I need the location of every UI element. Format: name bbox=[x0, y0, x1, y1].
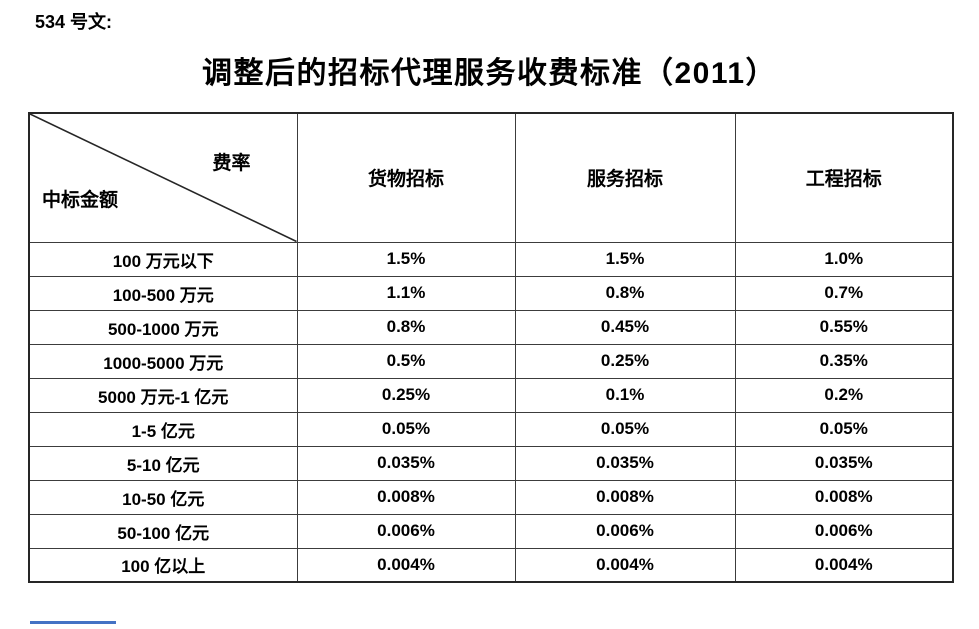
amount-cell: 100 亿以上 bbox=[28, 547, 298, 583]
column-header-engineering: 工程招标 bbox=[734, 112, 954, 243]
engineering-rate-cell: 0.35% bbox=[734, 343, 954, 379]
services-rate-cell: 0.006% bbox=[514, 513, 736, 549]
amount-cell: 1000-5000 万元 bbox=[28, 343, 298, 379]
amount-cell: 5000 万元-1 亿元 bbox=[28, 377, 298, 413]
amount-cell: 10-50 亿元 bbox=[28, 479, 298, 515]
amount-cell: 100 万元以下 bbox=[28, 241, 298, 277]
engineering-rate-cell: 1.0% bbox=[734, 241, 954, 277]
goods-rate-cell: 1.5% bbox=[296, 241, 516, 277]
goods-rate-cell: 0.004% bbox=[296, 547, 516, 583]
engineering-rate-cell: 0.7% bbox=[734, 275, 954, 311]
fee-table: 费率 中标金额 货物招标 服务招标 工程招标 100 万元以下 1.5% 1.5… bbox=[28, 112, 954, 583]
page-title: 调整后的招标代理服务收费标准（2011） bbox=[201, 57, 778, 90]
header-row: 费率 中标金额 货物招标 服务招标 工程招标 bbox=[28, 112, 954, 243]
engineering-rate-cell: 0.2% bbox=[734, 377, 954, 413]
goods-rate-cell: 0.8% bbox=[296, 309, 516, 345]
engineering-rate-cell: 0.004% bbox=[734, 547, 954, 583]
services-rate-cell: 0.25% bbox=[514, 343, 736, 379]
table-row: 100 万元以下 1.5% 1.5% 1.0% bbox=[28, 241, 954, 277]
engineering-rate-cell: 0.05% bbox=[734, 411, 954, 447]
services-rate-cell: 0.004% bbox=[514, 547, 736, 583]
services-rate-cell: 1.5% bbox=[514, 241, 736, 277]
services-rate-cell: 0.008% bbox=[514, 479, 736, 515]
doc-number: 534 号文: bbox=[35, 12, 113, 32]
accent-line bbox=[30, 621, 116, 624]
engineering-rate-cell: 0.035% bbox=[734, 445, 954, 481]
services-rate-cell: 0.8% bbox=[514, 275, 736, 311]
goods-rate-cell: 0.008% bbox=[296, 479, 516, 515]
diagonal-divider-line bbox=[30, 114, 297, 242]
amount-cell: 50-100 亿元 bbox=[28, 513, 298, 549]
engineering-rate-cell: 0.55% bbox=[734, 309, 954, 345]
corner-label-rate: 费率 bbox=[212, 153, 251, 174]
corner-label-amount: 中标金额 bbox=[42, 189, 119, 211]
column-header-goods: 货物招标 bbox=[296, 112, 516, 243]
services-rate-cell: 0.035% bbox=[514, 445, 736, 481]
amount-cell: 100-500 万元 bbox=[28, 275, 298, 311]
table-row: 1-5 亿元 0.05% 0.05% 0.05% bbox=[28, 411, 954, 447]
engineering-rate-cell: 0.008% bbox=[734, 479, 954, 515]
engineering-rate-cell: 0.006% bbox=[734, 513, 954, 549]
table-row: 1000-5000 万元 0.5% 0.25% 0.35% bbox=[28, 343, 954, 379]
table-row: 5-10 亿元 0.035% 0.035% 0.035% bbox=[28, 445, 954, 481]
services-rate-cell: 0.05% bbox=[514, 411, 736, 447]
amount-cell: 5-10 亿元 bbox=[28, 445, 298, 481]
column-header-services: 服务招标 bbox=[514, 112, 736, 243]
goods-rate-cell: 1.1% bbox=[296, 275, 516, 311]
goods-rate-cell: 0.05% bbox=[296, 411, 516, 447]
table-row: 5000 万元-1 亿元 0.25% 0.1% 0.2% bbox=[28, 377, 954, 413]
services-rate-cell: 0.1% bbox=[514, 377, 736, 413]
table-row: 50-100 亿元 0.006% 0.006% 0.006% bbox=[28, 513, 954, 549]
table-row: 500-1000 万元 0.8% 0.45% 0.55% bbox=[28, 309, 954, 345]
goods-rate-cell: 0.25% bbox=[296, 377, 516, 413]
goods-rate-cell: 0.5% bbox=[296, 343, 516, 379]
goods-rate-cell: 0.035% bbox=[296, 445, 516, 481]
amount-cell: 1-5 亿元 bbox=[28, 411, 298, 447]
table-corner-cell: 费率 中标金额 bbox=[28, 112, 298, 243]
table-row: 100 亿以上 0.004% 0.004% 0.004% bbox=[28, 547, 954, 583]
table-row: 10-50 亿元 0.008% 0.008% 0.008% bbox=[28, 479, 954, 515]
services-rate-cell: 0.45% bbox=[514, 309, 736, 345]
amount-cell: 500-1000 万元 bbox=[28, 309, 298, 345]
goods-rate-cell: 0.006% bbox=[296, 513, 516, 549]
table-row: 100-500 万元 1.1% 0.8% 0.7% bbox=[28, 275, 954, 311]
